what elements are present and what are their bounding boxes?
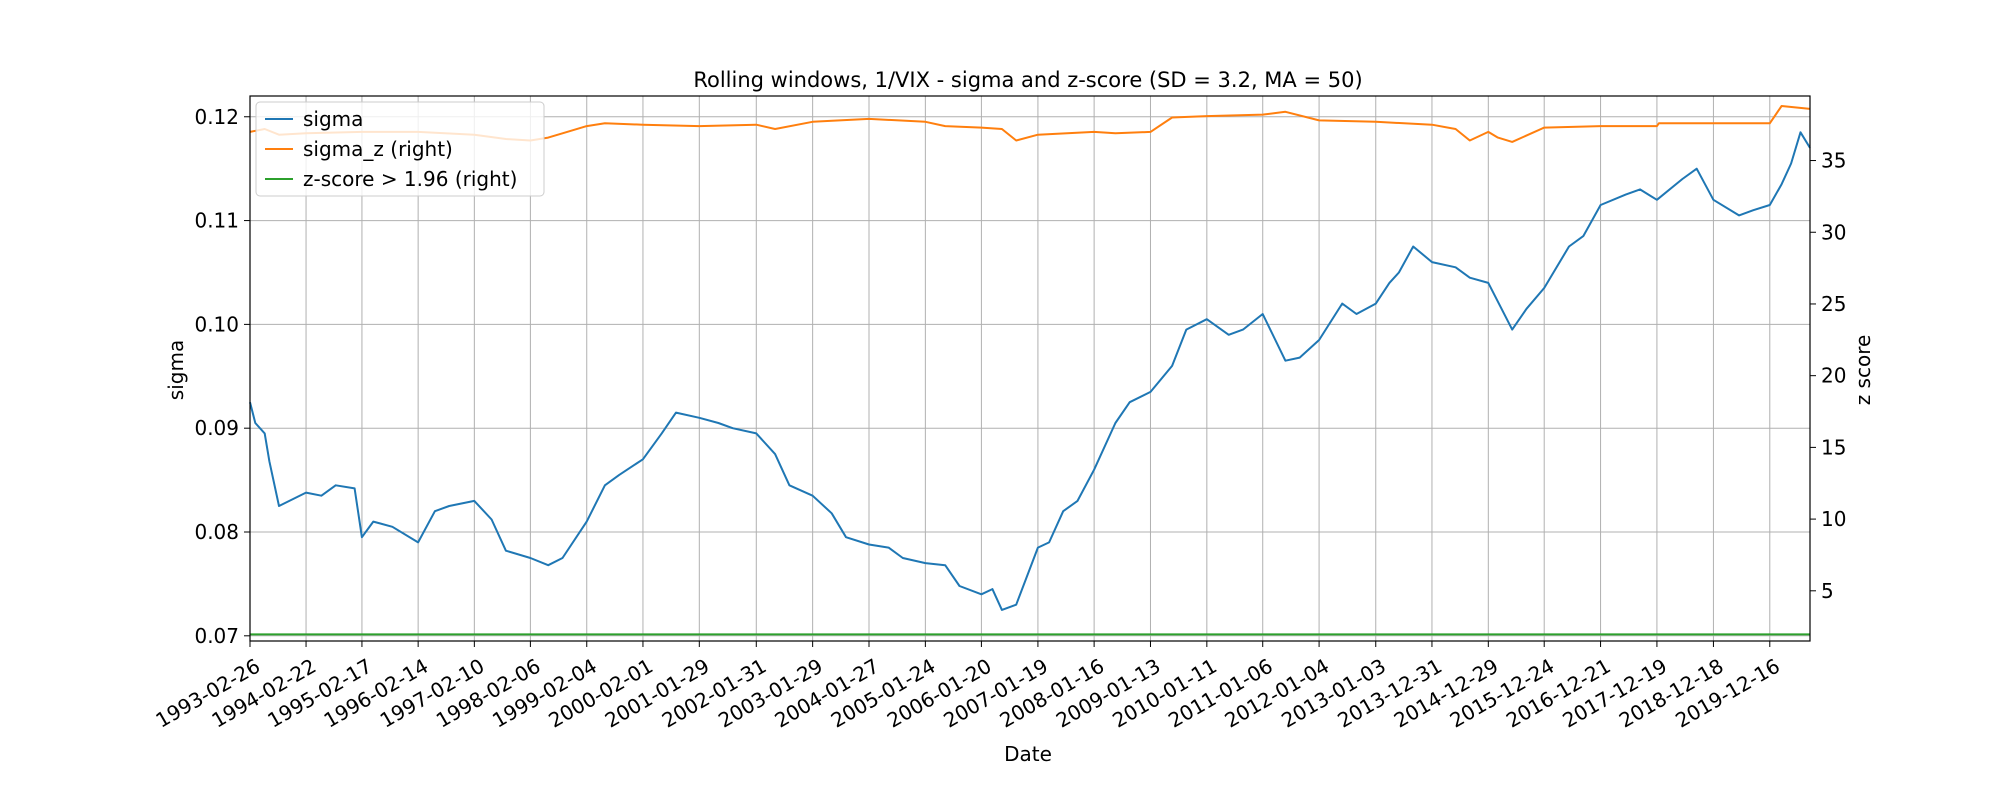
sigma-line <box>249 131 1811 611</box>
y-left-tick-label: 0.07 <box>194 624 239 648</box>
y-right-tick-label: 35 <box>1821 149 1846 173</box>
y-axis-left-label: sigma <box>164 340 188 400</box>
chart-title: Rolling windows, 1/VIX - sigma and z-sco… <box>693 68 1362 92</box>
y-left-tick-label: 0.08 <box>194 520 239 544</box>
legend-box <box>255 101 545 197</box>
legend-label: sigma <box>303 107 363 131</box>
y-right-tick-label: 25 <box>1821 292 1846 316</box>
y-right-tick-label: 30 <box>1821 220 1846 244</box>
y-left-tick-label: 0.09 <box>194 416 239 440</box>
y-axis-left: 0.07 0.08 0.09 0.10 0.11 0.12 <box>194 105 250 648</box>
y-right-tick-label: 15 <box>1821 435 1846 459</box>
legend-label: sigma_z (right) <box>303 137 453 161</box>
y-right-tick-label: 20 <box>1821 364 1846 388</box>
plot-frame <box>249 95 1811 642</box>
legend: sigma sigma_z (right) z-score > 1.96 (righ… <box>255 101 545 197</box>
y-left-tick-label: 0.10 <box>194 312 239 336</box>
y-right-tick-label: 5 <box>1821 579 1834 603</box>
y-right-tick-label: 10 <box>1821 507 1846 531</box>
y-left-tick-label: 0.11 <box>194 209 239 233</box>
legend-label: z-score > 1.96 (right) <box>303 167 517 191</box>
x-axis-label: Date <box>1004 742 1052 766</box>
y-left-tick-label: 0.12 <box>194 105 239 129</box>
y-axis-right: 5 10 15 20 25 30 35 <box>1810 149 1846 603</box>
y-axis-right-label: z score <box>1851 335 1875 406</box>
